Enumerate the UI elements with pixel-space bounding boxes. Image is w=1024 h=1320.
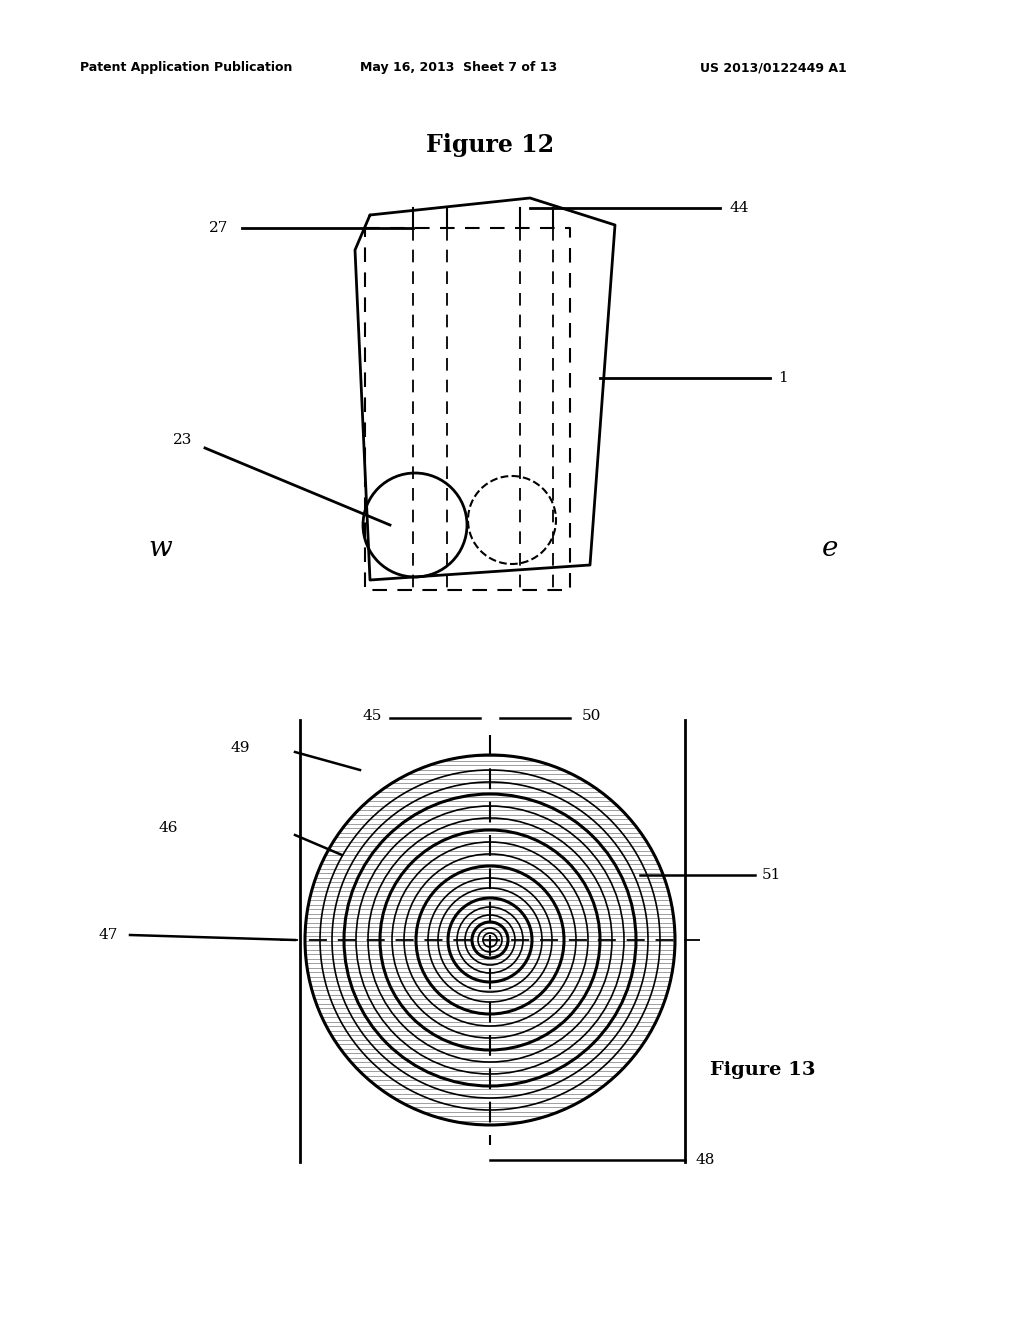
Text: 48: 48: [695, 1152, 715, 1167]
Text: 47: 47: [98, 928, 118, 942]
Text: e: e: [822, 535, 839, 561]
Text: 45: 45: [362, 709, 382, 723]
Text: Figure 13: Figure 13: [710, 1061, 815, 1078]
Text: 1: 1: [778, 371, 787, 385]
Text: US 2013/0122449 A1: US 2013/0122449 A1: [700, 62, 847, 74]
Text: Patent Application Publication: Patent Application Publication: [80, 62, 293, 74]
Text: 44: 44: [730, 201, 750, 215]
Text: 27: 27: [209, 220, 228, 235]
Text: May 16, 2013  Sheet 7 of 13: May 16, 2013 Sheet 7 of 13: [360, 62, 557, 74]
Text: 50: 50: [582, 709, 601, 723]
Text: 49: 49: [230, 741, 250, 755]
Text: w: w: [148, 535, 172, 561]
Text: Figure 12: Figure 12: [426, 133, 554, 157]
Text: 46: 46: [159, 821, 178, 836]
Text: 23: 23: [173, 433, 193, 447]
Text: 51: 51: [762, 869, 781, 882]
